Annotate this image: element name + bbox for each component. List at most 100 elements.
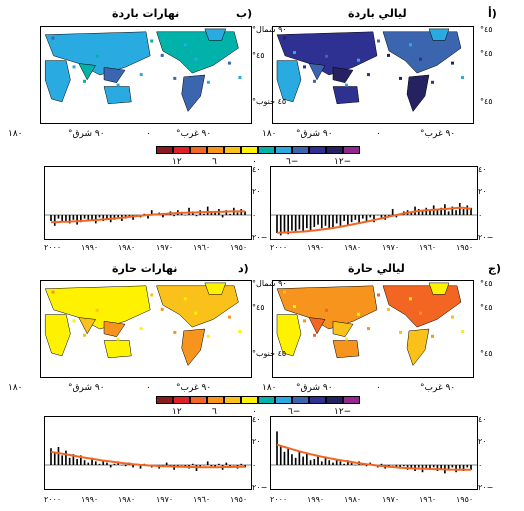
ts-bot-right-y40: ٤٠ — [478, 415, 487, 424]
bar — [458, 203, 461, 215]
bar — [61, 215, 64, 223]
bar — [113, 463, 116, 465]
bar — [191, 463, 194, 465]
map-d-land — [44, 282, 242, 366]
bar — [98, 215, 101, 218]
bar — [132, 465, 134, 468]
lon-180-top-a: ١٨٠ — [262, 129, 277, 139]
grid-cell — [431, 334, 434, 338]
bar — [221, 215, 224, 218]
grid-cell — [194, 57, 198, 61]
bar — [72, 215, 75, 220]
lon-180-bot-c: ١٨٠ — [262, 383, 277, 393]
grid-cell — [377, 39, 380, 43]
legend-swatch — [343, 146, 360, 154]
grid-cell — [345, 337, 348, 341]
bar — [276, 215, 278, 233]
lat-n45-bot-mid: °٤٥ — [252, 303, 265, 312]
grid-cell — [461, 76, 464, 79]
legend-bottom — [156, 396, 360, 404]
ts-top-mid-y20: ٢٠ — [252, 187, 261, 196]
grid-cell — [227, 315, 231, 319]
ts-top-mid-y0: ٠ — [252, 211, 257, 220]
ts-bot-mid-y0: ٠ — [252, 461, 257, 470]
ts-bot-mid-y40: ٤٠ — [252, 415, 261, 424]
bar — [425, 207, 428, 215]
bar — [117, 215, 119, 218]
map-b-svg — [44, 28, 242, 112]
lat-north-bot-mid: °٩٠ شمال — [252, 279, 287, 288]
bar — [165, 462, 168, 465]
legend-swatch — [309, 396, 326, 404]
bar — [83, 460, 86, 465]
legend-top-tick-1: ١٢− — [334, 157, 352, 167]
lat-north-top-mid: °٩٠ شمال — [252, 25, 287, 34]
ts-bot-mid-y20: ٢٠ — [252, 437, 261, 446]
year-tick-label: ١٩٨٠ — [344, 495, 362, 504]
year-tick-label: ١٩٨٠ — [118, 243, 136, 252]
ts-top-right-y40: ٤٠ — [478, 165, 487, 174]
bar — [210, 212, 213, 215]
ts-bot-mid-ym20: ٢٠− — [252, 483, 268, 492]
grid-cell — [227, 61, 231, 65]
year-tick-label: ١٩٩٠ — [307, 243, 325, 252]
lat-s45-top-mid: °٤٥ جنوب — [252, 97, 287, 106]
legend-swatch — [309, 146, 326, 154]
bar — [68, 457, 71, 465]
lat-n45-top-right: °٤٥ — [480, 49, 493, 58]
bar — [162, 215, 164, 218]
lat-s45-bot-mid: °٤٥ جنوب — [252, 349, 287, 358]
bar — [50, 215, 52, 221]
lat-s45-bot-right: °٤٥ — [480, 349, 493, 358]
year-tick-label: ١٩٩٠ — [81, 495, 99, 504]
year-tick-label: ١٩٦٠ — [419, 495, 437, 504]
panel-b-title: نهارات باردة — [112, 7, 180, 20]
year-tick-label: ١٩٧٠ — [156, 243, 174, 252]
legend-swatch — [156, 146, 173, 154]
lon-0-bot-d: ٠ — [146, 383, 151, 393]
bar — [214, 465, 216, 468]
bar — [244, 465, 246, 468]
bar — [68, 215, 71, 224]
continent-samerica — [406, 74, 430, 113]
bar — [287, 448, 290, 465]
grid-cell — [293, 305, 296, 308]
bar — [455, 210, 457, 215]
bar — [291, 215, 293, 231]
bar — [53, 215, 56, 226]
bar — [150, 210, 153, 215]
grid-cell — [283, 36, 286, 40]
continent-namerica — [156, 285, 239, 328]
legend-swatch — [224, 396, 241, 404]
bar — [365, 215, 368, 221]
year-tick-label: ١٩٧٠ — [156, 495, 174, 504]
bar — [447, 465, 450, 470]
continent-africa — [44, 314, 71, 357]
bar — [302, 456, 304, 465]
grid-cell — [303, 319, 306, 323]
grid-cell — [431, 80, 434, 84]
year-tick-label: ٢٠٠٠ — [44, 243, 62, 252]
lat-north-top-right: °٤٥ — [480, 25, 493, 34]
continent-greenland — [204, 28, 227, 41]
map-d-svg — [44, 282, 242, 366]
lat-s45-top-right: °٤٥ — [480, 97, 493, 106]
continent-namerica — [156, 31, 239, 74]
continent-namerica — [382, 285, 462, 328]
legend-swatch — [207, 396, 224, 404]
panel-c-title: ليالي حارة — [348, 262, 405, 275]
bar — [470, 207, 472, 215]
grid-cell — [399, 330, 402, 334]
bar — [335, 215, 338, 224]
bar — [369, 215, 372, 218]
year-tick-label: ١٩٥٠ — [230, 243, 248, 252]
bar — [102, 215, 105, 221]
lon-0-top-b: ٠ — [146, 129, 151, 139]
legend-swatch — [156, 396, 173, 404]
bar — [388, 215, 390, 217]
bar — [350, 462, 353, 465]
grid-cell — [293, 51, 296, 54]
map-a-svg — [276, 28, 464, 113]
smooth-line — [50, 450, 245, 469]
bar — [203, 213, 205, 215]
